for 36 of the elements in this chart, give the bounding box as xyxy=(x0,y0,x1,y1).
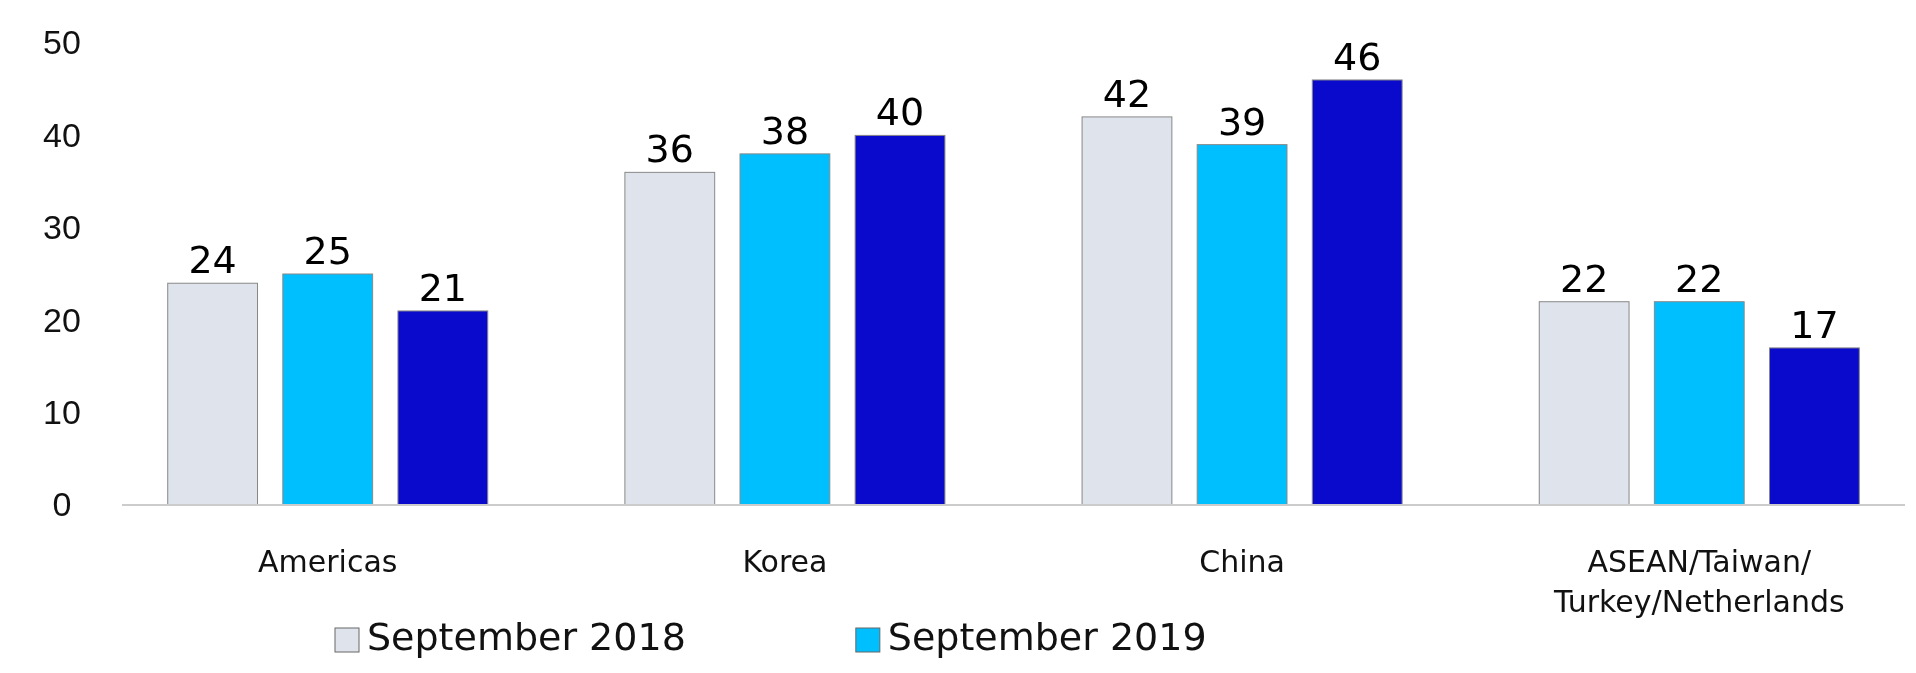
data-label: 21 xyxy=(418,265,468,310)
bar xyxy=(1768,347,1860,506)
data-label: 38 xyxy=(760,108,810,153)
data-label: 25 xyxy=(303,229,352,273)
y-tick-label: 0 xyxy=(52,485,72,524)
bar xyxy=(854,134,946,506)
x-tick-label: Korea xyxy=(742,544,828,579)
bar xyxy=(167,282,259,506)
y-tick-label: 40 xyxy=(43,115,81,154)
data-label: 17 xyxy=(1790,302,1839,347)
x-tick-label: Americas xyxy=(258,544,398,579)
data-label: 42 xyxy=(1102,71,1152,116)
bar xyxy=(1311,79,1403,506)
y-tick-label: 50 xyxy=(43,23,81,62)
legend-label: September 2018 xyxy=(367,615,686,659)
legend-label: September 2019 xyxy=(887,615,1207,659)
y-tick-label: 10 xyxy=(43,392,81,431)
x-tick-label: China xyxy=(1199,544,1285,579)
y-tick-label: 30 xyxy=(43,208,81,247)
data-label: 24 xyxy=(188,238,237,283)
y-tick-label: 20 xyxy=(43,300,81,339)
bar xyxy=(1538,301,1630,506)
bar xyxy=(1081,116,1173,506)
data-label: 22 xyxy=(1675,256,1724,301)
x-tick-label: ASEAN/Taiwan/ Turkey/Netherlands xyxy=(1552,544,1845,619)
bar xyxy=(624,171,716,506)
data-label: 36 xyxy=(645,127,694,172)
bar xyxy=(739,153,831,506)
data-label: 22 xyxy=(1559,256,1609,301)
bar xyxy=(1196,144,1288,506)
data-label: 40 xyxy=(875,90,925,135)
data-label: 39 xyxy=(1217,99,1267,144)
bar xyxy=(282,273,374,506)
bar xyxy=(1653,301,1745,506)
bar xyxy=(397,310,489,506)
data-label: 46 xyxy=(1333,34,1382,79)
